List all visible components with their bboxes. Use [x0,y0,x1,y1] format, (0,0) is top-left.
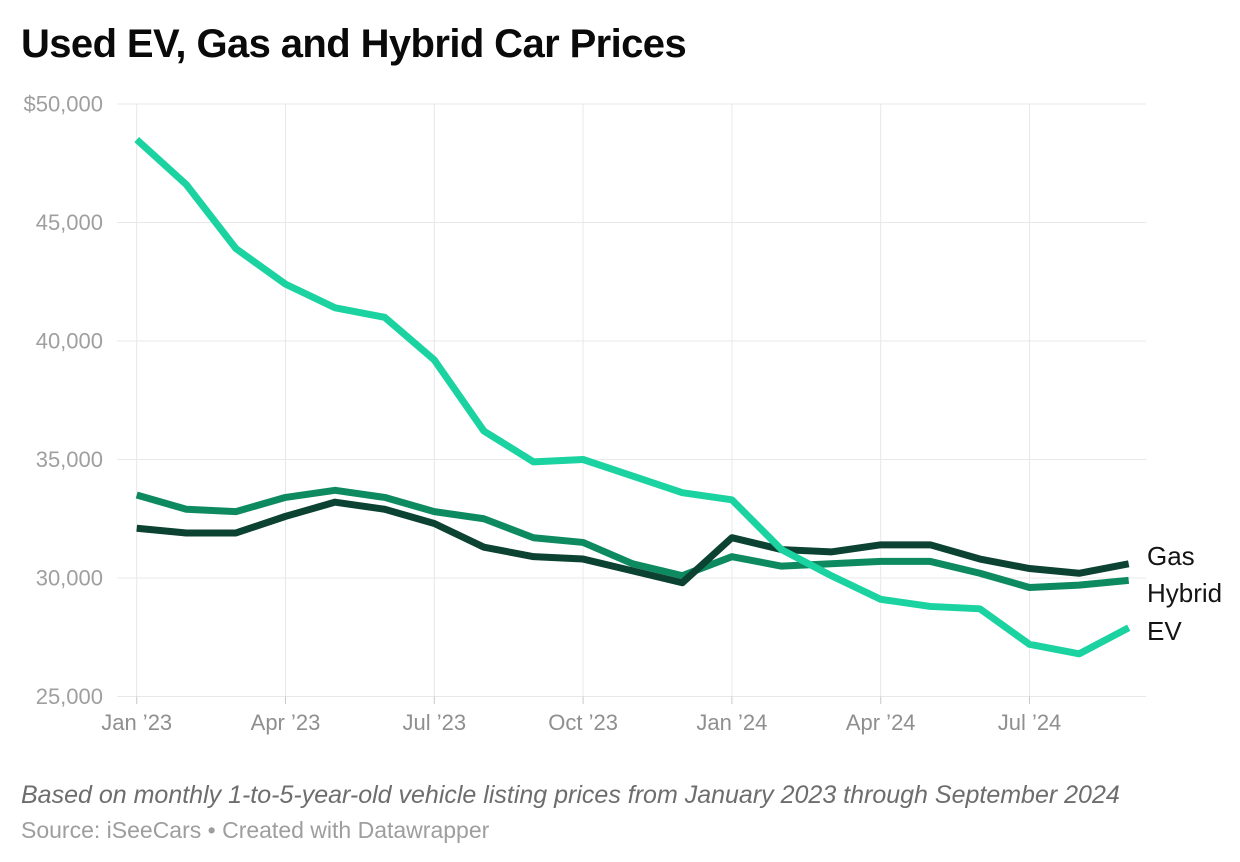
y-axis-label-45000: 45,000 [36,210,103,235]
x-axis-label: Jul ’24 [998,710,1062,735]
x-axis-label: Jul ’23 [403,710,467,735]
series-end-label-hybrid: Hybrid [1147,578,1222,608]
series-line-ev [134,136,1131,658]
series-line-hybrid [135,486,1130,591]
y-axis-label-30000: 30,000 [36,566,103,591]
x-axis-label: Jan ’23 [101,710,172,735]
y-axis-label-35000: 35,000 [36,447,103,472]
series-line-gas [136,498,1130,587]
x-axis-label: Oct ’23 [548,710,618,735]
y-axis-label-50000: $50,000 [23,92,103,117]
chart-footnote: Based on monthly 1-to-5-year-old vehicle… [21,781,1120,809]
chart-source-attribution: Source: iSeeCars • Created with Datawrap… [21,817,490,843]
x-axis-label: Apr ’23 [251,710,321,735]
x-axis-label: Jan ’24 [696,710,767,735]
series-end-label-ev: EV [1147,616,1182,646]
chart-title: Used EV, Gas and Hybrid Car Prices [21,22,687,66]
y-axis-label-25000: 25,000 [36,684,103,709]
x-axis-label: Apr ’24 [846,710,916,735]
series-end-label-gas: Gas [1147,541,1195,571]
y-axis-label-40000: 40,000 [36,329,103,354]
